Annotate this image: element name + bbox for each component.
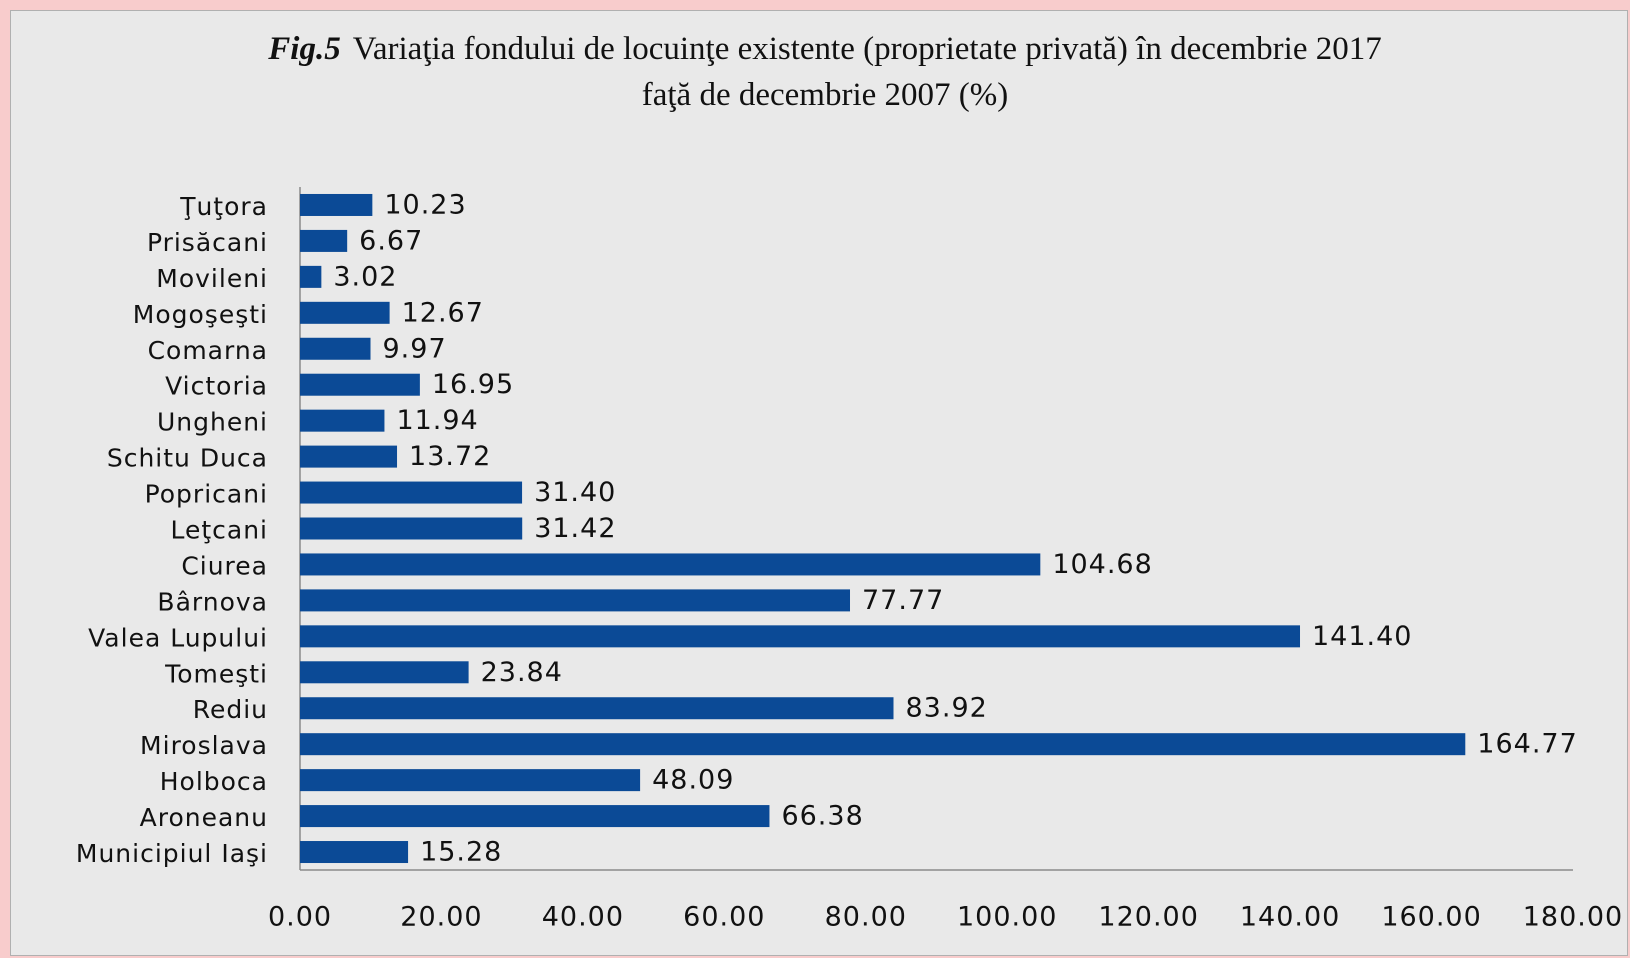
chart-panel: [10, 10, 1628, 956]
y-tick-label: Popricani: [145, 480, 268, 509]
bar: [300, 445, 398, 468]
value-label: 31.40: [534, 477, 616, 508]
value-label: 9.97: [383, 333, 447, 364]
figure-label: Fig.5: [268, 31, 341, 67]
value-label: 13.72: [409, 441, 491, 472]
x-tick-label: 0.00: [268, 902, 332, 933]
bar: [300, 553, 1041, 576]
chart-title: Variaţia fondului de locuinţe existente …: [352, 31, 1382, 113]
bar: [300, 409, 385, 432]
bar: [300, 481, 523, 504]
bar: [300, 733, 1466, 756]
x-tick-label: 180.00: [1523, 902, 1623, 933]
y-tick-label: Municipiul Iaşi: [76, 839, 268, 868]
chart-title-block: Fig.5 Variaţia fondului de locuinţe exist…: [240, 26, 1410, 118]
value-label: 141.40: [1312, 621, 1412, 652]
bar: [300, 301, 390, 324]
y-tick-label: Leţcani: [170, 516, 268, 545]
x-tick-label: 80.00: [825, 902, 907, 933]
value-label: 16.95: [432, 369, 514, 400]
value-label: 10.23: [384, 189, 466, 220]
x-tick-label: 60.00: [683, 902, 765, 933]
bar: [300, 697, 894, 720]
bar: [300, 337, 371, 360]
value-label: 12.67: [402, 297, 484, 328]
bar: [300, 229, 348, 252]
bar: [300, 769, 641, 792]
y-tick-label: Valea Lupului: [88, 623, 268, 652]
y-tick-label: Holboca: [160, 767, 268, 796]
x-tick-label: 20.00: [400, 902, 482, 933]
x-tick-label: 140.00: [1240, 902, 1340, 933]
bar: [300, 193, 373, 216]
value-label: 48.09: [652, 765, 734, 796]
y-tick-label: Victoria: [165, 372, 268, 401]
y-tick-label: Miroslava: [140, 731, 268, 760]
y-tick-label: Comarna: [148, 336, 268, 365]
x-tick-label: 100.00: [957, 902, 1057, 933]
y-tick-label: Aroneanu: [140, 803, 268, 832]
y-tick-label: Ungheni: [157, 408, 268, 437]
value-label: 83.92: [906, 693, 988, 724]
value-label: 31.42: [534, 513, 616, 544]
value-label: 104.68: [1052, 549, 1152, 580]
bar: [300, 589, 851, 612]
bar: [300, 625, 1301, 648]
y-tick-label: Bârnova: [157, 587, 268, 616]
value-label: 6.67: [359, 225, 423, 256]
bar: [300, 841, 409, 864]
bar: [300, 805, 770, 828]
bar: [300, 265, 322, 288]
value-label: 77.77: [862, 585, 944, 616]
value-label: 66.38: [781, 801, 863, 832]
y-tick-label: Movileni: [156, 264, 268, 293]
x-tick-label: 160.00: [1381, 902, 1481, 933]
x-tick-label: 120.00: [1098, 902, 1198, 933]
y-tick-label: Rediu: [193, 695, 268, 724]
x-tick-label: 40.00: [542, 902, 624, 933]
y-tick-label: Mogoşeşti: [133, 300, 268, 329]
value-label: 3.02: [333, 261, 397, 292]
bar: [300, 517, 523, 540]
value-label: 164.77: [1477, 729, 1577, 760]
y-tick-label: Ţuţora: [179, 192, 268, 221]
y-tick-label: Ciurea: [181, 551, 268, 580]
bar: [300, 661, 469, 684]
value-label: 23.84: [481, 657, 563, 688]
y-tick-label: Prisăcani: [147, 228, 268, 257]
value-label: 11.94: [396, 405, 478, 436]
y-tick-label: Tomeşti: [164, 659, 268, 688]
bar: [300, 373, 420, 396]
y-tick-label: Schitu Duca: [107, 444, 268, 473]
value-label: 15.28: [420, 837, 502, 868]
